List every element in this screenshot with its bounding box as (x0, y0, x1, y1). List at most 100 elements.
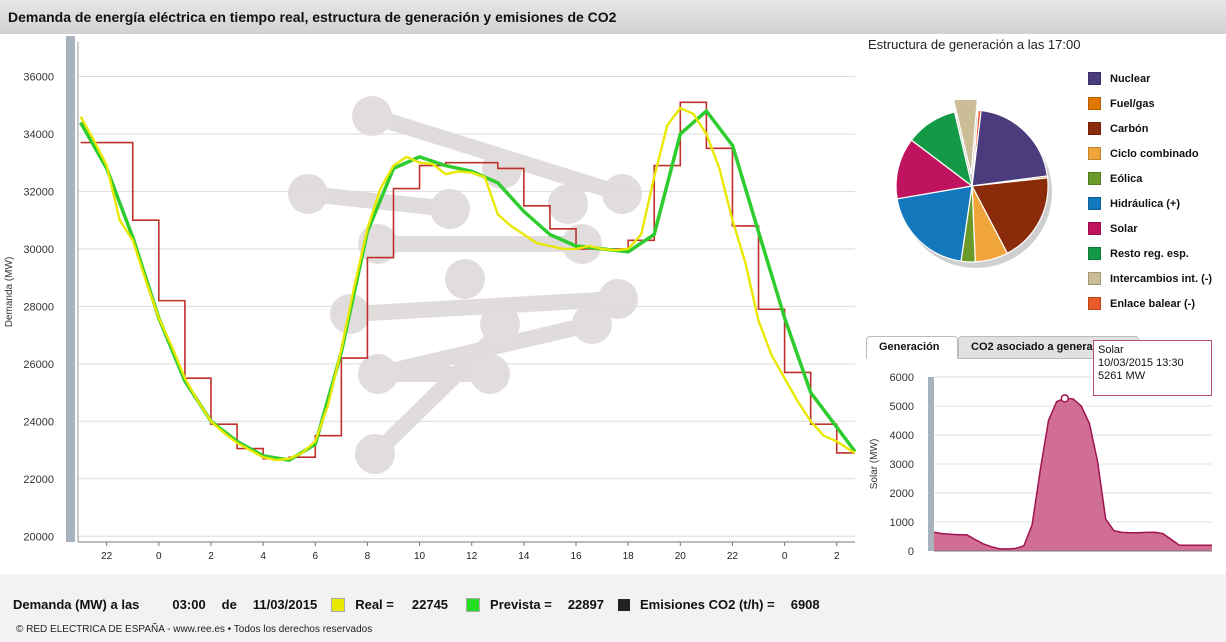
x-tick-label: 10 (414, 551, 426, 562)
pie-slice-nuclear (971, 109, 1048, 187)
generation-pie-chart[interactable] (880, 100, 1080, 290)
watermark-dot (445, 259, 485, 299)
legend-item[interactable]: Solar (1088, 216, 1212, 241)
legend-swatch (1088, 222, 1101, 235)
legend-item[interactable]: Carbón (1088, 116, 1212, 141)
legend-swatch (1088, 72, 1101, 85)
watermark-dot (430, 189, 470, 229)
series-programada-line (80, 101, 855, 460)
legend-item[interactable]: Hidráulica (+) (1088, 191, 1212, 216)
summary-de: de (221, 597, 237, 612)
legend-swatch (1088, 247, 1101, 260)
pie-legend: Nuclear Fuel/gas Carbón Ciclo combinado Eóli… (1088, 66, 1212, 316)
legend-swatch (1088, 147, 1101, 160)
x-tick-label: 22 (727, 551, 739, 562)
legend-item[interactable]: Fuel/gas (1088, 91, 1212, 116)
legend-swatch (1088, 122, 1101, 135)
legend-item[interactable]: Enlace balear (-) (1088, 291, 1212, 316)
watermark-dot (562, 224, 602, 264)
summary-date: 11/03/2015 (252, 597, 318, 612)
emisiones-label: Emisiones CO2 (t/h) = (639, 597, 775, 612)
x-tick-label: 4 (260, 551, 266, 562)
solar-y-tick-label: 5000 (890, 401, 914, 413)
pie-slice-solar (895, 139, 974, 200)
legend-label: Eólica (1110, 172, 1143, 185)
real-label: Real = (355, 597, 394, 612)
x-tick-label: 0 (782, 551, 788, 562)
y-tick-label: 22000 (23, 474, 54, 486)
prevista-label: Prevista = (490, 597, 552, 612)
solar-scrollbar (928, 377, 934, 551)
legend-label: Fuel/gas (1110, 97, 1155, 110)
legend-item[interactable]: Resto reg. esp. (1088, 241, 1212, 266)
y-tick-label: 30000 (23, 244, 54, 256)
watermark-dot (572, 304, 612, 344)
x-tick-label: 2 (208, 551, 214, 562)
legend-item[interactable]: Ciclo combinado (1088, 141, 1212, 166)
watermark-link (367, 316, 516, 462)
y-tick-label: 20000 (23, 531, 54, 543)
emisiones-swatch (617, 598, 630, 611)
solar-area (934, 398, 1212, 551)
prevista-swatch (466, 597, 481, 612)
copyright: © RED ELECTRICA DE ESPAÑA - www.ree.es •… (16, 624, 373, 635)
solar-y-tick-label: 4000 (890, 430, 914, 442)
watermark-dot (355, 434, 395, 474)
x-tick-label: 12 (466, 551, 478, 562)
y-tick-label: 34000 (23, 129, 54, 141)
solar-y-axis-label: Solar (MW) (869, 439, 880, 490)
watermark-dot (480, 304, 520, 344)
tooltip-series: Solar (1098, 344, 1124, 356)
legend-swatch (1088, 272, 1101, 285)
pie-slice-hidr-ulica (896, 185, 973, 262)
y-tick-label: 28000 (23, 301, 54, 313)
demand-chart-area: 20000 22000 24000 26000 28000 30000 32000 34000… (0, 34, 862, 574)
legend-label: Intercambios int. (-) (1110, 272, 1213, 285)
legend-swatch (1088, 197, 1101, 210)
legend-label: Resto reg. esp. (1110, 247, 1189, 260)
watermark-dot (352, 96, 392, 136)
y-tick-label: 36000 (23, 71, 54, 83)
summary-time: 03:00 (172, 597, 206, 612)
pie-slice-carb-n (971, 177, 1049, 255)
legend-item[interactable]: Intercambios int. (-) (1088, 266, 1212, 291)
legend-label: Carbón (1110, 122, 1149, 135)
pie-slice-resto-reg-esp (910, 111, 973, 188)
emisiones-value: 6908 (790, 597, 820, 612)
page-title: Demanda de energía eléctrica en tiempo r… (8, 9, 617, 25)
watermark-dot (598, 279, 638, 319)
solar-y-tick-label: 2000 (890, 488, 914, 500)
chart-scrollbar (66, 36, 75, 542)
x-tick-label: 14 (518, 551, 530, 562)
x-tick-label: 0 (156, 551, 162, 562)
real-swatch (331, 597, 346, 612)
demand-chart[interactable]: 2000022000240002600028000300003200034000… (0, 34, 862, 574)
y-axis-label: Demanda (MW) (4, 257, 15, 328)
tooltip-datetime: 10/03/2015 13:30 (1098, 357, 1184, 369)
solar-y-tick-label: 6000 (890, 372, 914, 384)
watermark-dot (548, 184, 588, 224)
solar-chart[interactable]: 0 1000 2000 3000 4000 5000 6000 Solar (MW) (862, 360, 1226, 570)
real-value: 22745 (411, 597, 449, 612)
pie-slice-enlace-balear (971, 109, 982, 187)
summary-label: Demanda (MW) a las (13, 597, 140, 612)
x-tick-label: 18 (623, 551, 635, 562)
legend-swatch (1088, 297, 1101, 310)
x-tick-label: 2 (834, 551, 840, 562)
tab-generacion[interactable]: Generación (866, 336, 958, 359)
solar-y-tick-label: 3000 (890, 459, 914, 471)
x-tick-label: 8 (365, 551, 371, 562)
legend-item[interactable]: Nuclear (1088, 66, 1212, 91)
footer (0, 574, 1226, 642)
legend-label: Hidráulica (+) (1110, 197, 1180, 210)
series-real-line (79, 106, 856, 462)
legend-label: Solar (1110, 222, 1138, 235)
ree-watermark (288, 96, 642, 474)
legend-item[interactable]: Eólica (1088, 166, 1212, 191)
pie-title: Estructura de generación a las 17:00 (868, 37, 1081, 52)
legend-swatch (1088, 172, 1101, 185)
solar-hover-marker (1060, 394, 1070, 403)
solar-line (933, 397, 1212, 550)
title-bar: Demanda de energía eléctrica en tiempo r… (0, 0, 1226, 35)
legend-label: Enlace balear (-) (1110, 297, 1195, 310)
